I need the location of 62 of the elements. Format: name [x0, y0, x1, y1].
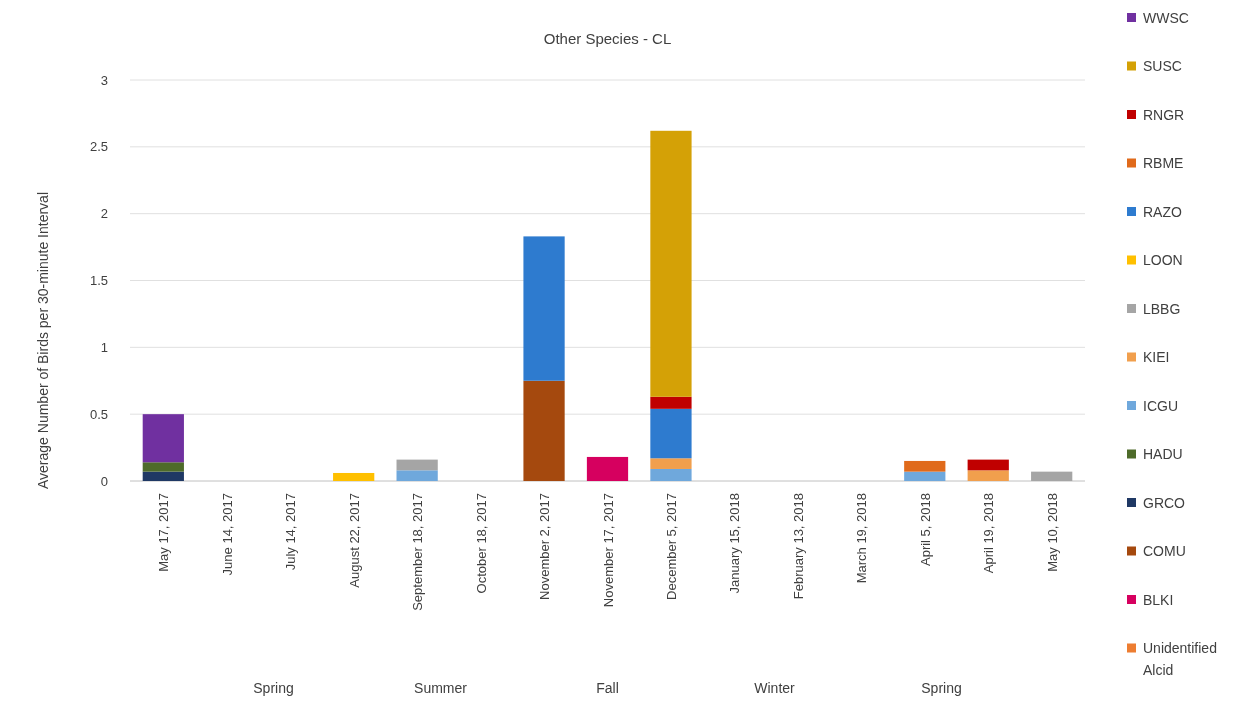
x-tick-label: May 17, 2017 [156, 493, 172, 572]
x-tick-label: April 5, 2018 [917, 493, 933, 566]
bar [142, 414, 184, 463]
bar [650, 458, 692, 469]
bar [333, 472, 375, 481]
legend-label: KIEI [1143, 349, 1170, 366]
x-tick-label: December 5, 2017 [663, 493, 679, 600]
text: Summer [414, 680, 468, 696]
legend-label: WWSC [1143, 9, 1189, 26]
x-tick-label: March 19, 2018 [854, 493, 870, 584]
x-tick-label: April 19, 2018 [981, 493, 997, 574]
legend-label: RAZO [1143, 203, 1182, 220]
x-tick-label: August 22, 2017 [346, 493, 362, 588]
legend-label: RBME [1143, 155, 1184, 172]
x-tick-label: November 17, 2017 [600, 493, 616, 608]
bar [142, 462, 184, 472]
x-tick-label: June 14, 2017 [219, 493, 235, 576]
y-tick-label: 1 [100, 339, 108, 355]
bar [1031, 471, 1073, 481]
x-tick-label: October 18, 2017 [473, 493, 489, 594]
bar [904, 471, 946, 481]
bar [650, 408, 692, 459]
bar [650, 468, 692, 481]
bar [586, 456, 629, 481]
bar [396, 459, 438, 471]
x-tick-label: May 10, 2018 [1044, 493, 1060, 572]
y-axis-title: Average Number of Birds per 30-minute Interval [35, 192, 51, 489]
x-tick-label: February 13, 2018 [790, 493, 806, 600]
y-tick-label: 1.5 [89, 273, 108, 289]
text: Fall [596, 680, 619, 696]
bar [396, 470, 438, 481]
chart-title: Other Species - CL [543, 30, 672, 47]
x-tick-label: November 2, 2017 [537, 493, 553, 600]
y-tick-label: 2.5 [89, 139, 108, 155]
legend-label: LBBG [1143, 300, 1181, 317]
legend-label: HADU [1143, 446, 1183, 463]
bar [523, 236, 565, 381]
text: Spring [253, 680, 294, 696]
text: Winter [754, 680, 796, 696]
legend-label: LOON [1143, 252, 1183, 269]
legend-label: GRCO [1143, 494, 1186, 511]
legend-label: RNGR [1143, 106, 1185, 123]
bar [523, 380, 565, 481]
legend-label: Unidentified Alcid [1143, 640, 1217, 679]
y-tick-label: 2 [100, 206, 108, 222]
y-tick-label: 3 [100, 72, 108, 88]
legend-label: ICGU [1143, 397, 1178, 414]
bar [650, 396, 692, 409]
bar [967, 470, 1009, 481]
text: Spring [921, 680, 962, 696]
y-tick-label: 0.5 [89, 406, 108, 422]
x-tick-label: July 14, 2017 [283, 493, 299, 571]
legend-label: SUSC [1143, 58, 1182, 75]
legend-label: COMU [1143, 543, 1186, 560]
bar [650, 130, 692, 397]
legend-label: BLKI [1143, 591, 1174, 608]
x-tick-label: September 18, 2017 [410, 493, 426, 611]
bar [142, 471, 184, 481]
y-tick-label: 0 [100, 473, 108, 489]
x-tick-label: January 15, 2018 [727, 493, 743, 594]
bar [967, 459, 1009, 471]
bar [904, 460, 946, 472]
